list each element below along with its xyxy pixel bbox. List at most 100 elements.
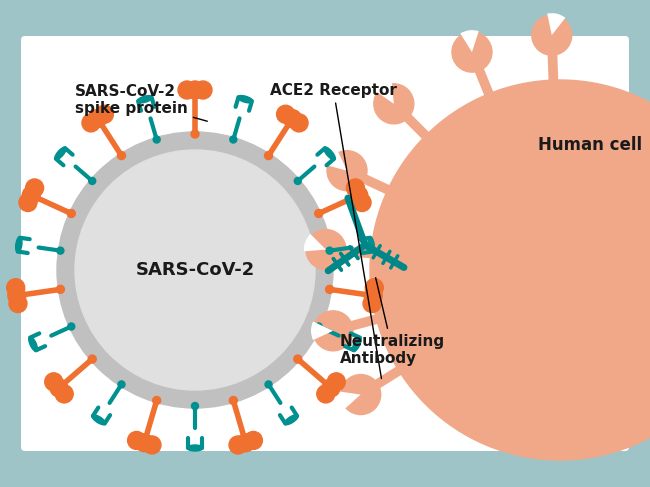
- FancyBboxPatch shape: [21, 36, 629, 451]
- Text: Neutralizing
Antibody: Neutralizing Antibody: [340, 278, 445, 366]
- Circle shape: [25, 179, 44, 197]
- Text: SARS-CoV-2
spike protein: SARS-CoV-2 spike protein: [75, 84, 207, 121]
- Wedge shape: [311, 321, 333, 340]
- Circle shape: [327, 150, 367, 191]
- Circle shape: [186, 81, 204, 99]
- Circle shape: [118, 381, 125, 388]
- Circle shape: [322, 379, 340, 397]
- Circle shape: [365, 279, 383, 297]
- Ellipse shape: [94, 116, 103, 125]
- Circle shape: [88, 110, 107, 128]
- Circle shape: [294, 177, 302, 185]
- Circle shape: [135, 434, 153, 452]
- Ellipse shape: [29, 191, 37, 201]
- Ellipse shape: [352, 337, 361, 351]
- Ellipse shape: [92, 415, 106, 425]
- Text: ACE2 Receptor: ACE2 Receptor: [270, 82, 397, 378]
- Circle shape: [88, 177, 96, 185]
- Circle shape: [194, 81, 212, 99]
- Circle shape: [341, 375, 381, 414]
- Circle shape: [22, 186, 40, 204]
- Circle shape: [326, 285, 333, 293]
- Ellipse shape: [137, 95, 153, 103]
- Circle shape: [45, 373, 63, 391]
- Circle shape: [317, 385, 335, 403]
- Circle shape: [237, 434, 255, 452]
- Ellipse shape: [16, 237, 22, 253]
- Circle shape: [6, 279, 25, 297]
- Circle shape: [19, 193, 37, 211]
- Circle shape: [57, 132, 333, 408]
- Circle shape: [192, 402, 198, 410]
- Wedge shape: [460, 30, 479, 52]
- Circle shape: [290, 114, 308, 132]
- Circle shape: [265, 381, 272, 388]
- Circle shape: [8, 287, 26, 304]
- Ellipse shape: [353, 191, 361, 201]
- Ellipse shape: [15, 290, 23, 300]
- Wedge shape: [547, 13, 566, 35]
- Circle shape: [353, 193, 371, 211]
- Ellipse shape: [287, 116, 296, 125]
- Ellipse shape: [56, 382, 65, 391]
- Circle shape: [370, 80, 650, 460]
- Wedge shape: [326, 151, 347, 170]
- Circle shape: [283, 110, 302, 128]
- Circle shape: [532, 15, 572, 55]
- Ellipse shape: [240, 437, 250, 445]
- Circle shape: [277, 105, 294, 123]
- Wedge shape: [304, 234, 326, 251]
- Circle shape: [57, 285, 64, 293]
- Circle shape: [327, 373, 345, 391]
- Circle shape: [265, 151, 272, 160]
- Circle shape: [88, 355, 96, 363]
- Ellipse shape: [140, 437, 150, 445]
- Circle shape: [50, 379, 68, 397]
- Circle shape: [9, 295, 27, 313]
- Circle shape: [374, 84, 414, 124]
- Ellipse shape: [284, 415, 298, 425]
- Circle shape: [153, 136, 160, 143]
- Circle shape: [364, 287, 382, 304]
- Circle shape: [96, 105, 113, 123]
- Ellipse shape: [190, 88, 200, 96]
- Circle shape: [313, 311, 353, 351]
- Circle shape: [315, 323, 322, 330]
- Ellipse shape: [29, 337, 38, 351]
- Circle shape: [191, 130, 199, 138]
- Ellipse shape: [324, 147, 335, 160]
- Circle shape: [82, 114, 100, 132]
- Ellipse shape: [187, 445, 203, 451]
- Ellipse shape: [367, 290, 375, 300]
- Ellipse shape: [368, 237, 374, 253]
- Wedge shape: [339, 392, 361, 409]
- Circle shape: [230, 136, 237, 143]
- Ellipse shape: [237, 95, 253, 103]
- Circle shape: [244, 431, 263, 450]
- Circle shape: [315, 209, 322, 218]
- Circle shape: [326, 247, 333, 254]
- Circle shape: [229, 396, 237, 405]
- Circle shape: [68, 209, 75, 218]
- Ellipse shape: [325, 382, 334, 391]
- Circle shape: [127, 431, 146, 450]
- Circle shape: [306, 229, 346, 269]
- Circle shape: [75, 150, 315, 390]
- Circle shape: [178, 81, 196, 99]
- Circle shape: [452, 32, 492, 72]
- Circle shape: [55, 385, 73, 403]
- Circle shape: [229, 436, 247, 454]
- Text: SARS-CoV-2: SARS-CoV-2: [135, 261, 255, 279]
- Text: Human cell: Human cell: [538, 136, 642, 154]
- Circle shape: [363, 295, 381, 313]
- Ellipse shape: [55, 147, 66, 160]
- Circle shape: [350, 186, 368, 204]
- Wedge shape: [376, 82, 394, 104]
- Circle shape: [68, 323, 75, 330]
- Circle shape: [153, 396, 161, 405]
- Circle shape: [143, 436, 161, 454]
- Circle shape: [294, 355, 302, 363]
- Circle shape: [118, 151, 125, 160]
- Circle shape: [57, 247, 64, 254]
- Circle shape: [346, 179, 365, 197]
